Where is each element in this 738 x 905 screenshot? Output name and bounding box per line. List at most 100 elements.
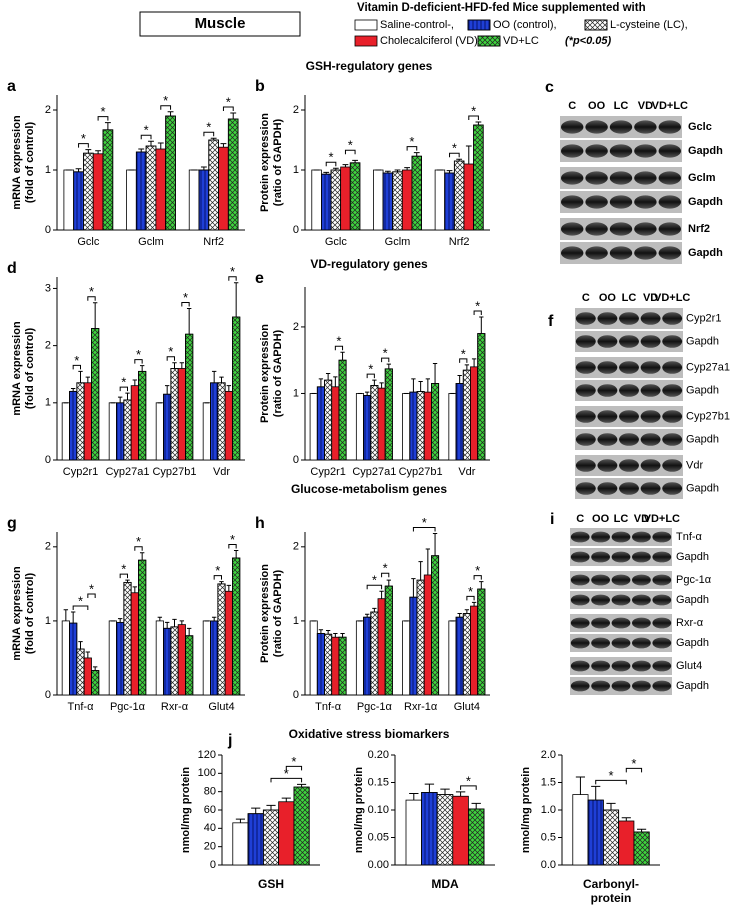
significance-star: * (230, 532, 235, 547)
bar (330, 169, 342, 231)
legend-swatch (477, 35, 501, 47)
bar (163, 393, 172, 461)
bar (316, 633, 325, 696)
legend-swatch (467, 19, 491, 31)
significance-bracket (160, 105, 172, 110)
error-bar (138, 148, 145, 152)
y-tick-label: 0.00 (368, 859, 389, 871)
blot-band (597, 361, 618, 374)
blot-band (591, 574, 610, 586)
significance-bracket (406, 146, 418, 151)
y-tick-label: 2 (45, 541, 51, 553)
blot-band (611, 617, 631, 629)
error-bar (125, 579, 130, 583)
blot-band (619, 410, 639, 423)
blot-band (632, 660, 651, 672)
bar (467, 808, 485, 866)
blot-band (591, 594, 610, 606)
bar (210, 382, 219, 461)
legend-label: VD+LC (503, 35, 539, 47)
error-bar (479, 316, 484, 334)
bar (452, 795, 469, 866)
bar (370, 611, 379, 696)
blot-row-label: Gapdh (676, 594, 709, 606)
blot-row-label: Gapdh (686, 433, 719, 445)
bar (409, 596, 418, 696)
blot-band (652, 660, 672, 672)
error-bar (394, 169, 401, 172)
blot-band (640, 312, 661, 325)
panel-letter: b (255, 78, 265, 95)
bar (355, 620, 364, 696)
x-tick-label: Vdr (213, 466, 230, 478)
error-bar (465, 145, 472, 164)
blot-band (560, 171, 584, 185)
blot-band (662, 335, 683, 348)
bar (293, 786, 310, 866)
legend-label: OO (control), (493, 19, 557, 31)
error-bar (211, 616, 217, 621)
y-tick-label: 1 (45, 615, 51, 627)
error-bar (132, 379, 138, 386)
error-bar (104, 122, 111, 130)
error-bar (95, 150, 102, 154)
significance-bracket (119, 386, 128, 392)
error-bar (323, 171, 330, 175)
error-bar (479, 581, 484, 590)
lane-label: LC (614, 513, 629, 525)
bar (232, 557, 241, 696)
bar (324, 379, 333, 461)
error-bar (78, 641, 83, 650)
blot-band (634, 222, 657, 236)
error-bar (457, 613, 462, 618)
bar (218, 146, 229, 231)
y-tick-label: 1 (293, 387, 299, 399)
bar (138, 370, 147, 461)
x-axis-label: GSH (258, 877, 284, 891)
bar (436, 794, 454, 866)
error-bar (342, 164, 349, 167)
lane-label: C (576, 513, 584, 525)
bar (135, 151, 147, 231)
error-bar (172, 362, 177, 369)
significance-bracket (366, 373, 375, 379)
blot-band (570, 680, 590, 692)
bar (155, 620, 164, 696)
bar (83, 382, 92, 461)
significance-bracket (119, 573, 128, 579)
significance-star: * (608, 768, 613, 783)
error-bar (352, 159, 358, 163)
bar (69, 390, 78, 461)
significance-star: * (475, 563, 480, 578)
bar (618, 820, 635, 866)
bar (76, 648, 85, 696)
bar (444, 172, 455, 231)
blot-band (640, 335, 661, 348)
blot-band (658, 120, 682, 134)
significance-star: * (136, 347, 141, 362)
significance-bracket (468, 115, 479, 120)
significance-bracket (325, 161, 337, 167)
significance-bracket (134, 546, 143, 551)
blot-band (632, 531, 651, 543)
bar (232, 316, 241, 461)
error-bar (75, 168, 82, 172)
bar (473, 124, 484, 231)
error-bar (440, 788, 450, 795)
error-bar (318, 378, 324, 387)
y-tick-label: 2 (45, 104, 51, 116)
blot-band (570, 531, 590, 543)
x-tick-label: Gclm (138, 236, 164, 248)
bar (224, 390, 233, 461)
bar (116, 402, 125, 461)
blot-band (585, 144, 608, 158)
bar (61, 402, 70, 461)
error-bar (424, 783, 435, 793)
blot-band (632, 551, 651, 563)
y-axis-label: mRNA expression (11, 115, 23, 210)
lane-label: VD+LC (652, 100, 688, 112)
significance-bracket (459, 358, 468, 363)
y-tick-label: 0 (293, 454, 299, 466)
lane-label: VD (634, 513, 649, 525)
